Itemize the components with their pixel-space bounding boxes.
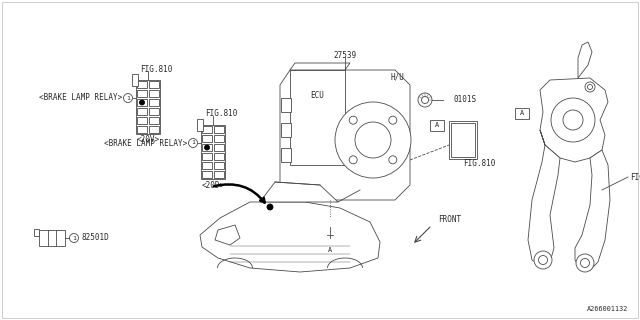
Text: ECU: ECU bbox=[310, 91, 324, 100]
Polygon shape bbox=[200, 202, 380, 272]
Circle shape bbox=[576, 254, 594, 272]
Bar bbox=[137, 108, 147, 115]
Text: FIG.265: FIG.265 bbox=[630, 172, 640, 181]
Text: 82501D: 82501D bbox=[81, 234, 109, 243]
Text: <20V>: <20V> bbox=[136, 135, 159, 145]
Text: A: A bbox=[435, 122, 439, 128]
Polygon shape bbox=[578, 42, 592, 78]
Circle shape bbox=[124, 93, 132, 102]
Circle shape bbox=[205, 145, 209, 150]
Bar bbox=[451, 123, 475, 157]
Bar bbox=[202, 171, 212, 178]
Circle shape bbox=[70, 234, 79, 243]
Bar bbox=[201, 125, 225, 179]
Bar bbox=[202, 162, 212, 169]
Polygon shape bbox=[290, 63, 350, 70]
Text: 0101S: 0101S bbox=[453, 95, 476, 105]
Bar bbox=[214, 153, 224, 160]
Polygon shape bbox=[290, 70, 345, 165]
Bar bbox=[149, 126, 159, 133]
Bar bbox=[202, 126, 212, 133]
Polygon shape bbox=[215, 225, 240, 245]
Polygon shape bbox=[280, 70, 410, 200]
Bar bbox=[132, 74, 138, 86]
Bar bbox=[137, 99, 147, 106]
Bar bbox=[430, 119, 444, 131]
Text: <BRAKE LAMP RELAY>: <BRAKE LAMP RELAY> bbox=[104, 139, 187, 148]
Circle shape bbox=[355, 122, 391, 158]
Circle shape bbox=[551, 98, 595, 142]
Bar bbox=[214, 126, 224, 133]
Circle shape bbox=[388, 156, 397, 164]
Bar bbox=[281, 123, 291, 137]
Circle shape bbox=[585, 82, 595, 92]
Bar bbox=[136, 80, 160, 134]
Bar bbox=[149, 90, 159, 97]
Bar bbox=[214, 135, 224, 142]
Circle shape bbox=[325, 217, 335, 227]
Bar bbox=[149, 108, 159, 115]
Bar bbox=[137, 126, 147, 133]
Bar bbox=[137, 117, 147, 124]
Text: 1: 1 bbox=[72, 236, 76, 241]
Bar bbox=[149, 117, 159, 124]
Circle shape bbox=[588, 84, 593, 90]
Bar bbox=[214, 162, 224, 169]
Circle shape bbox=[580, 259, 589, 268]
Circle shape bbox=[349, 116, 357, 124]
Bar bbox=[214, 144, 224, 151]
Bar bbox=[149, 81, 159, 88]
Bar bbox=[137, 90, 147, 97]
Bar bbox=[449, 121, 477, 159]
Bar bbox=[515, 108, 529, 118]
Text: A: A bbox=[328, 247, 332, 253]
Text: FRONT: FRONT bbox=[438, 215, 461, 225]
Polygon shape bbox=[575, 150, 610, 270]
Circle shape bbox=[267, 204, 273, 210]
Circle shape bbox=[189, 139, 198, 148]
Circle shape bbox=[563, 110, 583, 130]
Text: FIG.810: FIG.810 bbox=[140, 65, 172, 74]
Circle shape bbox=[140, 100, 145, 105]
Polygon shape bbox=[260, 182, 338, 202]
Bar bbox=[323, 244, 337, 255]
Bar bbox=[202, 144, 212, 151]
Polygon shape bbox=[528, 130, 560, 265]
Text: FIG.810: FIG.810 bbox=[463, 158, 495, 167]
Text: A: A bbox=[520, 110, 524, 116]
Circle shape bbox=[349, 156, 357, 164]
Circle shape bbox=[534, 251, 552, 269]
Text: 1: 1 bbox=[126, 95, 130, 100]
Text: <20D>: <20D> bbox=[202, 180, 225, 189]
Text: 1: 1 bbox=[191, 140, 195, 146]
Text: H/U: H/U bbox=[390, 73, 404, 82]
Bar bbox=[214, 171, 224, 178]
Text: FIG.810: FIG.810 bbox=[205, 109, 237, 118]
Bar bbox=[281, 148, 291, 162]
Circle shape bbox=[538, 255, 547, 265]
Bar bbox=[281, 98, 291, 112]
Bar bbox=[149, 99, 159, 106]
Text: <BRAKE LAMP RELAY>: <BRAKE LAMP RELAY> bbox=[39, 93, 122, 102]
Polygon shape bbox=[540, 78, 608, 162]
Bar bbox=[202, 135, 212, 142]
Bar bbox=[202, 153, 212, 160]
Bar bbox=[137, 81, 147, 88]
Bar bbox=[197, 119, 203, 131]
Text: A266001132: A266001132 bbox=[587, 306, 628, 312]
Circle shape bbox=[388, 116, 397, 124]
Circle shape bbox=[418, 93, 432, 107]
Bar bbox=[34, 229, 39, 236]
Bar bbox=[39, 230, 65, 246]
Text: 27539: 27539 bbox=[333, 51, 356, 60]
Circle shape bbox=[335, 102, 411, 178]
